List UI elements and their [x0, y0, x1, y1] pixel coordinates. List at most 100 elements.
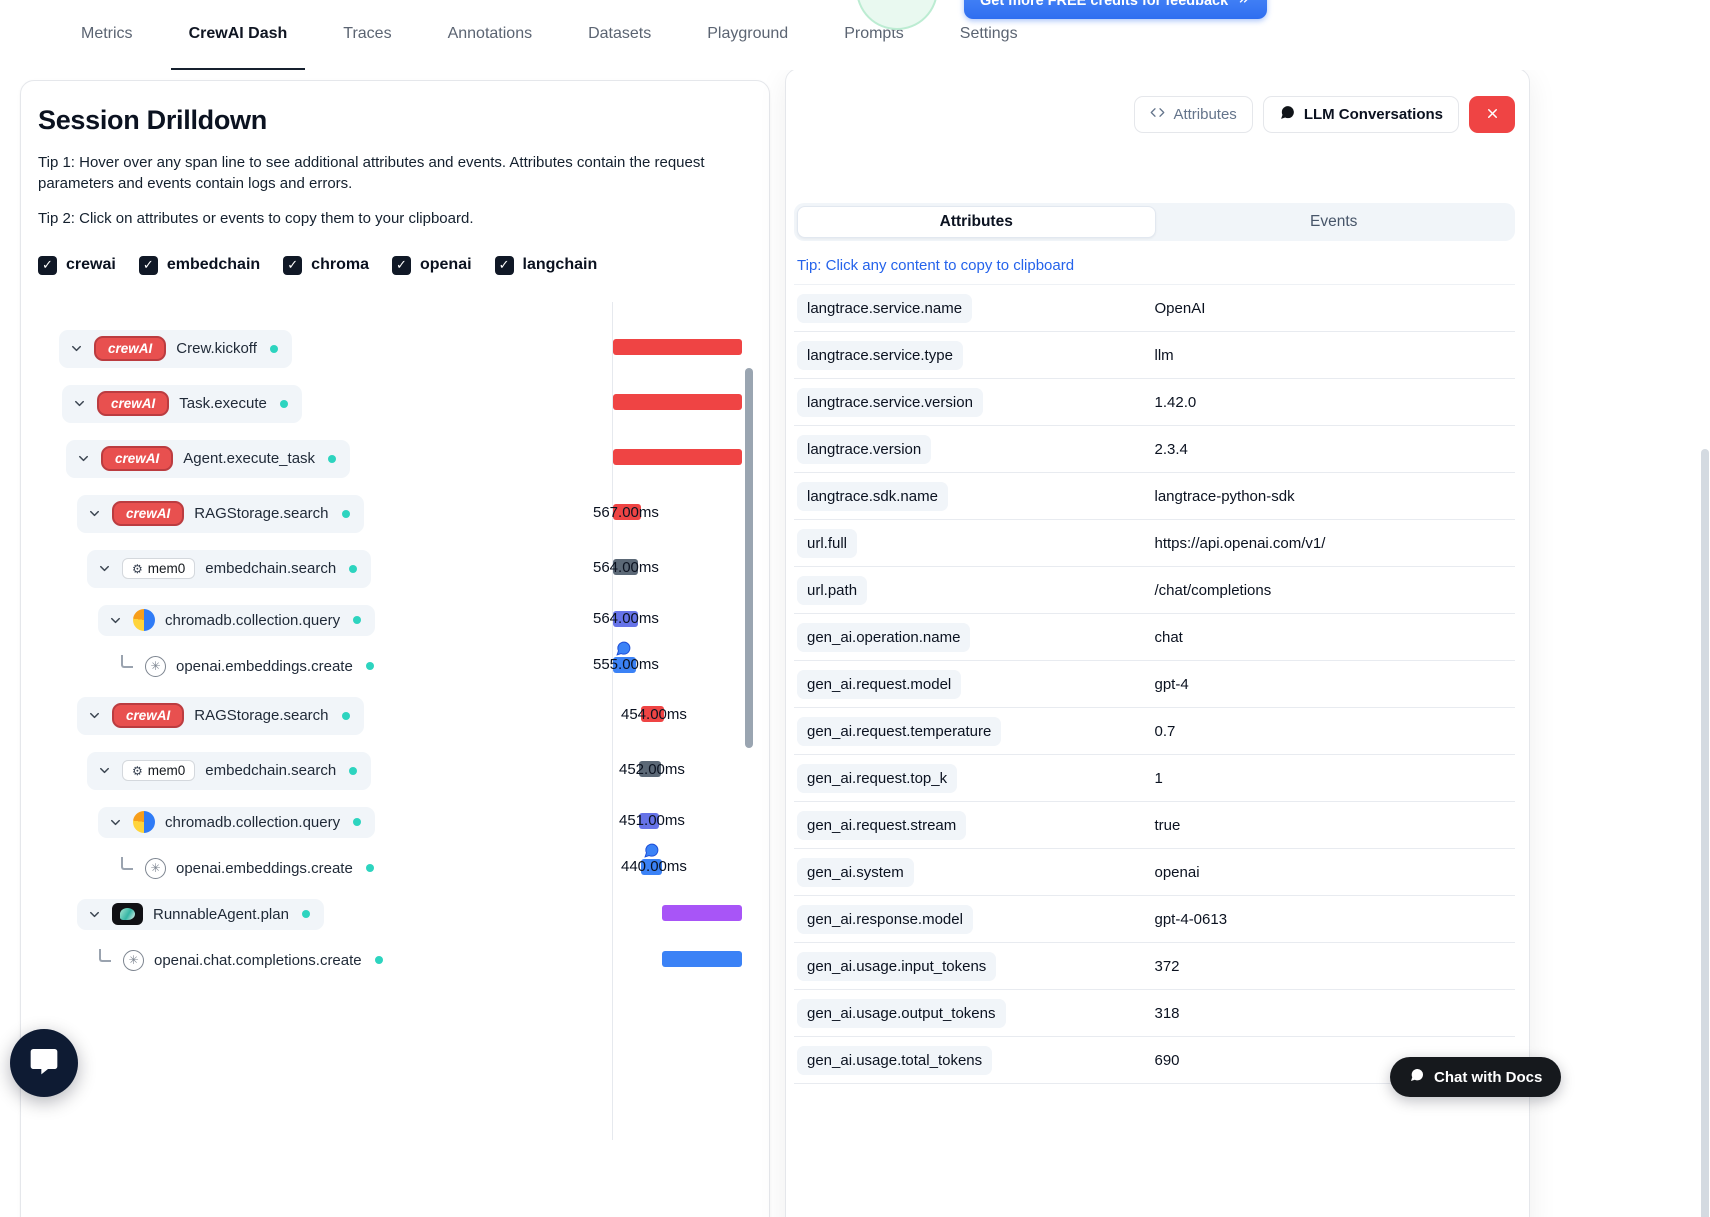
trace-span-row[interactable]: crewAI Agent.execute_task [21, 438, 769, 493]
attribute-key[interactable]: gen_ai.usage.output_tokens [797, 998, 1006, 1028]
span-duration-bar[interactable] [639, 760, 661, 777]
trace-span-row[interactable]: ⚙ mem0 embedchain.search 564.00ms [21, 548, 769, 603]
chevron-down-icon[interactable] [108, 815, 123, 830]
span-duration-bar[interactable] [641, 705, 664, 722]
filter-langchain[interactable]: langchain [494, 255, 597, 275]
attribute-row[interactable]: gen_ai.usage.output_tokens 318 [794, 990, 1515, 1037]
get-free-credits-button[interactable]: Get more FREE credits for feedback [964, 0, 1268, 19]
attribute-value[interactable]: langtrace-python-sdk [1154, 487, 1295, 505]
attribute-value[interactable]: /chat/completions [1154, 581, 1272, 599]
chevron-down-icon[interactable] [87, 907, 102, 922]
attribute-value[interactable]: 372 [1154, 957, 1180, 975]
span-pill[interactable]: ⚙ mem0 embedchain.search [87, 549, 372, 588]
trace-span-row[interactable]: ✳ openai.embeddings.create 440.00ms [21, 843, 769, 897]
filter-chroma[interactable]: chroma [283, 255, 369, 275]
span-duration-bar[interactable] [613, 503, 641, 520]
span-pill[interactable]: ✳ openai.chat.completions.create [87, 945, 397, 976]
checkbox-icon[interactable] [138, 255, 158, 275]
span-duration-bar[interactable] [613, 558, 638, 575]
chevron-down-icon[interactable] [108, 613, 123, 628]
attribute-key[interactable]: gen_ai.request.model [797, 669, 962, 699]
trace-span-row[interactable]: chromadb.collection.query 451.00ms [21, 805, 769, 851]
attribute-value[interactable]: 0.7 [1154, 722, 1176, 740]
chevron-down-icon[interactable] [97, 763, 112, 778]
attribute-value[interactable]: openai [1154, 863, 1200, 881]
span-pill[interactable]: crewAI Task.execute [62, 384, 302, 423]
nav-tab-playground[interactable]: Playground [689, 0, 806, 70]
attribute-key[interactable]: gen_ai.usage.input_tokens [797, 951, 997, 981]
span-duration-bar[interactable] [613, 656, 636, 673]
llm-conversations-button[interactable]: LLM Conversations [1262, 96, 1459, 133]
attribute-value[interactable]: 690 [1154, 1051, 1180, 1069]
filter-crewai[interactable]: crewai [38, 255, 116, 275]
span-duration-bar[interactable] [613, 610, 638, 627]
attribute-value[interactable]: 1.42.0 [1154, 393, 1197, 411]
attribute-key[interactable]: gen_ai.usage.total_tokens [797, 1045, 993, 1075]
attribute-row[interactable]: gen_ai.system openai [794, 849, 1515, 896]
chevron-down-icon[interactable] [87, 708, 102, 723]
attribute-key[interactable]: langtrace.service.version [797, 387, 983, 417]
trace-span-row[interactable]: crewAI Crew.kickoff [21, 328, 769, 383]
filter-embedchain[interactable]: embedchain [138, 255, 260, 275]
attribute-row[interactable]: langtrace.version 2.3.4 [794, 426, 1515, 473]
trace-span-row[interactable]: ✳ openai.chat.completions.create [21, 943, 769, 989]
checkbox-icon[interactable] [283, 255, 303, 275]
span-pill[interactable]: crewAI RAGStorage.search [77, 696, 364, 735]
attribute-row[interactable]: gen_ai.usage.total_tokens 690 [794, 1037, 1515, 1084]
attribute-value[interactable]: 318 [1154, 1004, 1180, 1022]
span-pill[interactable]: ✳ openai.embeddings.create [109, 853, 388, 884]
span-duration-bar[interactable] [662, 904, 742, 921]
trace-span-row[interactable]: ✳ openai.embeddings.create 555.00ms [21, 641, 769, 695]
trace-span-row[interactable]: crewAI RAGStorage.search 454.00ms [21, 695, 769, 750]
attribute-row[interactable]: gen_ai.operation.name chat [794, 614, 1515, 661]
attribute-row[interactable]: gen_ai.response.model gpt-4-0613 [794, 896, 1515, 943]
attribute-row[interactable]: langtrace.sdk.name langtrace-python-sdk [794, 473, 1515, 520]
span-duration-bar[interactable] [662, 950, 742, 967]
attribute-value[interactable]: chat [1154, 628, 1183, 646]
trace-span-row[interactable]: crewAI Task.execute [21, 383, 769, 438]
attribute-row[interactable]: url.full https://api.openai.com/v1/ [794, 520, 1515, 567]
attribute-key[interactable]: url.path [797, 575, 868, 605]
nav-tab-annotations[interactable]: Annotations [430, 0, 551, 70]
chevron-down-icon[interactable] [72, 396, 87, 411]
trace-span-row[interactable]: ⚙ mem0 embedchain.search 452.00ms [21, 750, 769, 805]
span-pill[interactable]: ✳ openai.embeddings.create [109, 651, 388, 682]
chevron-down-icon[interactable] [97, 561, 112, 576]
attribute-key[interactable]: gen_ai.request.temperature [797, 716, 1002, 746]
chat-with-docs-button[interactable]: Chat with Docs [1390, 1057, 1562, 1097]
attribute-row[interactable]: langtrace.service.version 1.42.0 [794, 379, 1515, 426]
attribute-row[interactable]: gen_ai.request.top_k 1 [794, 755, 1515, 802]
page-scrollbar[interactable] [1701, 449, 1709, 1217]
attribute-key[interactable]: gen_ai.operation.name [797, 622, 971, 652]
span-pill[interactable]: crewAI Crew.kickoff [59, 329, 292, 368]
attribute-key[interactable]: langtrace.version [797, 434, 932, 464]
attribute-row[interactable]: gen_ai.request.model gpt-4 [794, 661, 1515, 708]
attribute-value[interactable]: true [1154, 816, 1181, 834]
attribute-row[interactable]: gen_ai.request.stream true [794, 802, 1515, 849]
checkbox-icon[interactable] [391, 255, 411, 275]
span-duration-bar[interactable] [641, 858, 662, 875]
attribute-key[interactable]: langtrace.service.type [797, 340, 963, 370]
span-pill[interactable]: RunnableAgent.plan [77, 898, 324, 930]
attribute-key[interactable]: gen_ai.response.model [797, 904, 973, 934]
inspector-tab-attributes[interactable]: Attributes [797, 206, 1156, 238]
attribute-key[interactable]: gen_ai.request.top_k [797, 763, 958, 793]
checkbox-icon[interactable] [38, 255, 57, 275]
checkbox-icon[interactable] [494, 255, 514, 275]
attribute-row[interactable]: langtrace.service.name OpenAI [794, 285, 1515, 332]
attribute-value[interactable]: https://api.openai.com/v1/ [1154, 534, 1326, 552]
attribute-value[interactable]: gpt-4-0613 [1154, 910, 1228, 928]
attribute-value[interactable]: 2.3.4 [1154, 440, 1188, 458]
inspector-tab-events[interactable]: Events [1156, 206, 1513, 238]
span-duration-bar[interactable] [639, 812, 659, 829]
nav-tab-settings[interactable]: Settings [942, 0, 1036, 70]
chevron-down-icon[interactable] [87, 506, 102, 521]
attribute-row[interactable]: langtrace.service.type llm [794, 332, 1515, 379]
attribute-key[interactable]: gen_ai.system [797, 857, 914, 887]
attribute-key[interactable]: langtrace.service.name [797, 293, 973, 323]
filter-openai[interactable]: openai [391, 255, 472, 275]
nav-tab-traces[interactable]: Traces [325, 0, 409, 70]
attribute-row[interactable]: url.path /chat/completions [794, 567, 1515, 614]
span-pill[interactable]: chromadb.collection.query [98, 604, 376, 636]
nav-tab-datasets[interactable]: Datasets [570, 0, 669, 70]
